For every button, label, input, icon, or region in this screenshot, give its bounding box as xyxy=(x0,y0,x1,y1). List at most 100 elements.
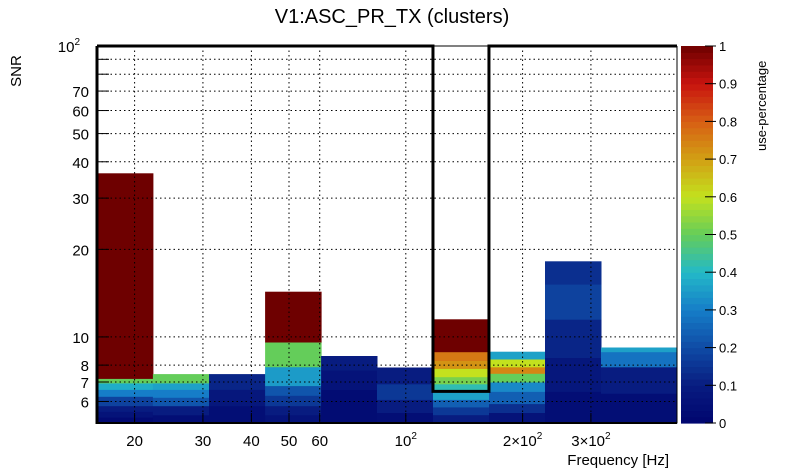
colorbar-segment xyxy=(681,335,713,342)
colorbar-segment xyxy=(681,234,713,242)
colorbar-segment xyxy=(681,203,713,210)
y-tick-label: 102 xyxy=(58,37,81,56)
heatmap-cell xyxy=(377,383,434,400)
heatmap-cell xyxy=(601,351,678,368)
heatmap-cell xyxy=(433,383,490,392)
heatmap-cell xyxy=(265,405,322,416)
x-tick-label: 50 xyxy=(281,433,298,450)
x-tick-label: 102 xyxy=(395,431,418,450)
colorbar-segment xyxy=(681,372,713,380)
x-tick-labels: 20 30 40 50 60 102 2×102 3×102 xyxy=(126,431,611,450)
colorbar-segment xyxy=(681,52,713,60)
heatmap-cell xyxy=(265,395,322,407)
colorbar-tick-label: 0.4 xyxy=(719,265,737,280)
heatmap-cell xyxy=(433,376,490,385)
colorbar-segment xyxy=(681,272,713,280)
colorbar-tick-label: 0.6 xyxy=(719,190,737,205)
colorbar-segment xyxy=(681,309,713,317)
heatmap-cell xyxy=(209,389,266,407)
colorbar-segment xyxy=(681,297,713,305)
axes xyxy=(95,44,678,424)
colorbar-segment xyxy=(681,391,713,399)
x-tick-label: 20 xyxy=(126,433,143,450)
heatmap-cell xyxy=(152,382,210,390)
chart-title: V1:ASC_PR_TX (clusters) xyxy=(275,6,510,28)
heatmap-cell xyxy=(377,367,434,385)
colorbar-segment xyxy=(681,177,713,185)
heatmap-cell xyxy=(433,414,490,424)
heatmap-cell xyxy=(377,412,434,424)
heatmap-cell xyxy=(152,405,210,416)
heatmap-cell xyxy=(601,366,678,394)
colorbar-segment xyxy=(681,64,713,72)
colorbar-segment xyxy=(681,328,713,336)
heatmap-cell xyxy=(545,357,602,392)
colorbar-segment xyxy=(681,184,713,192)
colorbar-segment xyxy=(681,341,713,349)
y-tick-label: 8 xyxy=(81,358,89,375)
y-tick-label: 10 xyxy=(72,330,89,347)
colorbar-segment xyxy=(681,303,713,311)
heatmap-cells xyxy=(97,173,678,424)
colorbar-segment xyxy=(681,196,713,204)
colorbar-segment xyxy=(681,102,713,110)
colorbar-segment xyxy=(681,96,713,104)
heatmap-cell xyxy=(489,351,546,360)
colorbar-segment xyxy=(681,379,713,386)
heatmap-cell xyxy=(97,417,154,424)
colorbar-segment xyxy=(681,209,713,217)
heatmap-cell xyxy=(545,319,602,358)
colorbar-segment xyxy=(681,46,713,53)
heatmap-cell xyxy=(152,414,210,424)
colorbar-segment xyxy=(681,278,713,286)
colorbar-segment xyxy=(681,58,713,66)
colorbar-tick-label: 0 xyxy=(719,416,726,431)
y-tick-label: 20 xyxy=(72,242,89,259)
colorbar-segment xyxy=(681,215,713,223)
y-tick-labels: 6 78 10 20 30 40 50 60 70 102 xyxy=(58,37,89,411)
x-tick-label: 40 xyxy=(243,433,260,450)
y-tick-label: 7 xyxy=(81,375,89,392)
colorbar-segment xyxy=(681,240,713,248)
heatmap-cell xyxy=(97,389,154,397)
x-tick-label: 60 xyxy=(311,433,328,450)
colorbar-segment xyxy=(681,353,713,361)
colorbar-segment xyxy=(681,265,713,273)
colorbar-segment xyxy=(681,228,713,236)
colorbar-segment xyxy=(681,410,713,418)
heatmap-cell xyxy=(152,389,210,398)
colorbar-segment xyxy=(681,71,713,79)
colorbar-segment xyxy=(681,221,713,229)
colorbar-segment xyxy=(681,385,713,393)
y-tick-label: 60 xyxy=(72,104,89,121)
colorbar-segment xyxy=(681,108,713,116)
heatmap-cell xyxy=(265,366,322,387)
colorbar-segment xyxy=(681,253,713,261)
y-tick-label: 50 xyxy=(72,127,89,144)
colorbar-segment xyxy=(681,127,713,135)
heatmap-cell xyxy=(433,319,490,353)
colorbar-tick-label: 0.1 xyxy=(719,378,737,393)
colorbar-segment xyxy=(681,140,713,148)
y-tick-label: 30 xyxy=(72,191,89,208)
y-tick-label: 40 xyxy=(72,155,89,172)
heatmap-cell xyxy=(265,414,322,424)
colorbar-segment xyxy=(681,259,713,267)
colorbar-tick-label: 0.8 xyxy=(719,114,737,129)
x-tick-label: 2×102 xyxy=(503,431,543,450)
heatmap-cell xyxy=(265,342,322,368)
heatmap-cell xyxy=(601,347,678,353)
heatmap-cell xyxy=(489,382,546,392)
colorbar-tick-label: 1 xyxy=(719,39,726,54)
highlight-outline xyxy=(97,44,677,393)
colorbar-segment xyxy=(681,83,713,91)
x-axis-label: Frequency [Hz] xyxy=(567,452,669,469)
heatmap-cell xyxy=(152,374,210,384)
heatmap-cell xyxy=(433,351,490,361)
heatmap-cell xyxy=(489,403,546,413)
colorbar-tick-label: 0.5 xyxy=(719,228,737,243)
heatmap-cell xyxy=(433,406,490,416)
colorbar-segment xyxy=(681,284,713,292)
colorbar-segment xyxy=(681,347,713,355)
